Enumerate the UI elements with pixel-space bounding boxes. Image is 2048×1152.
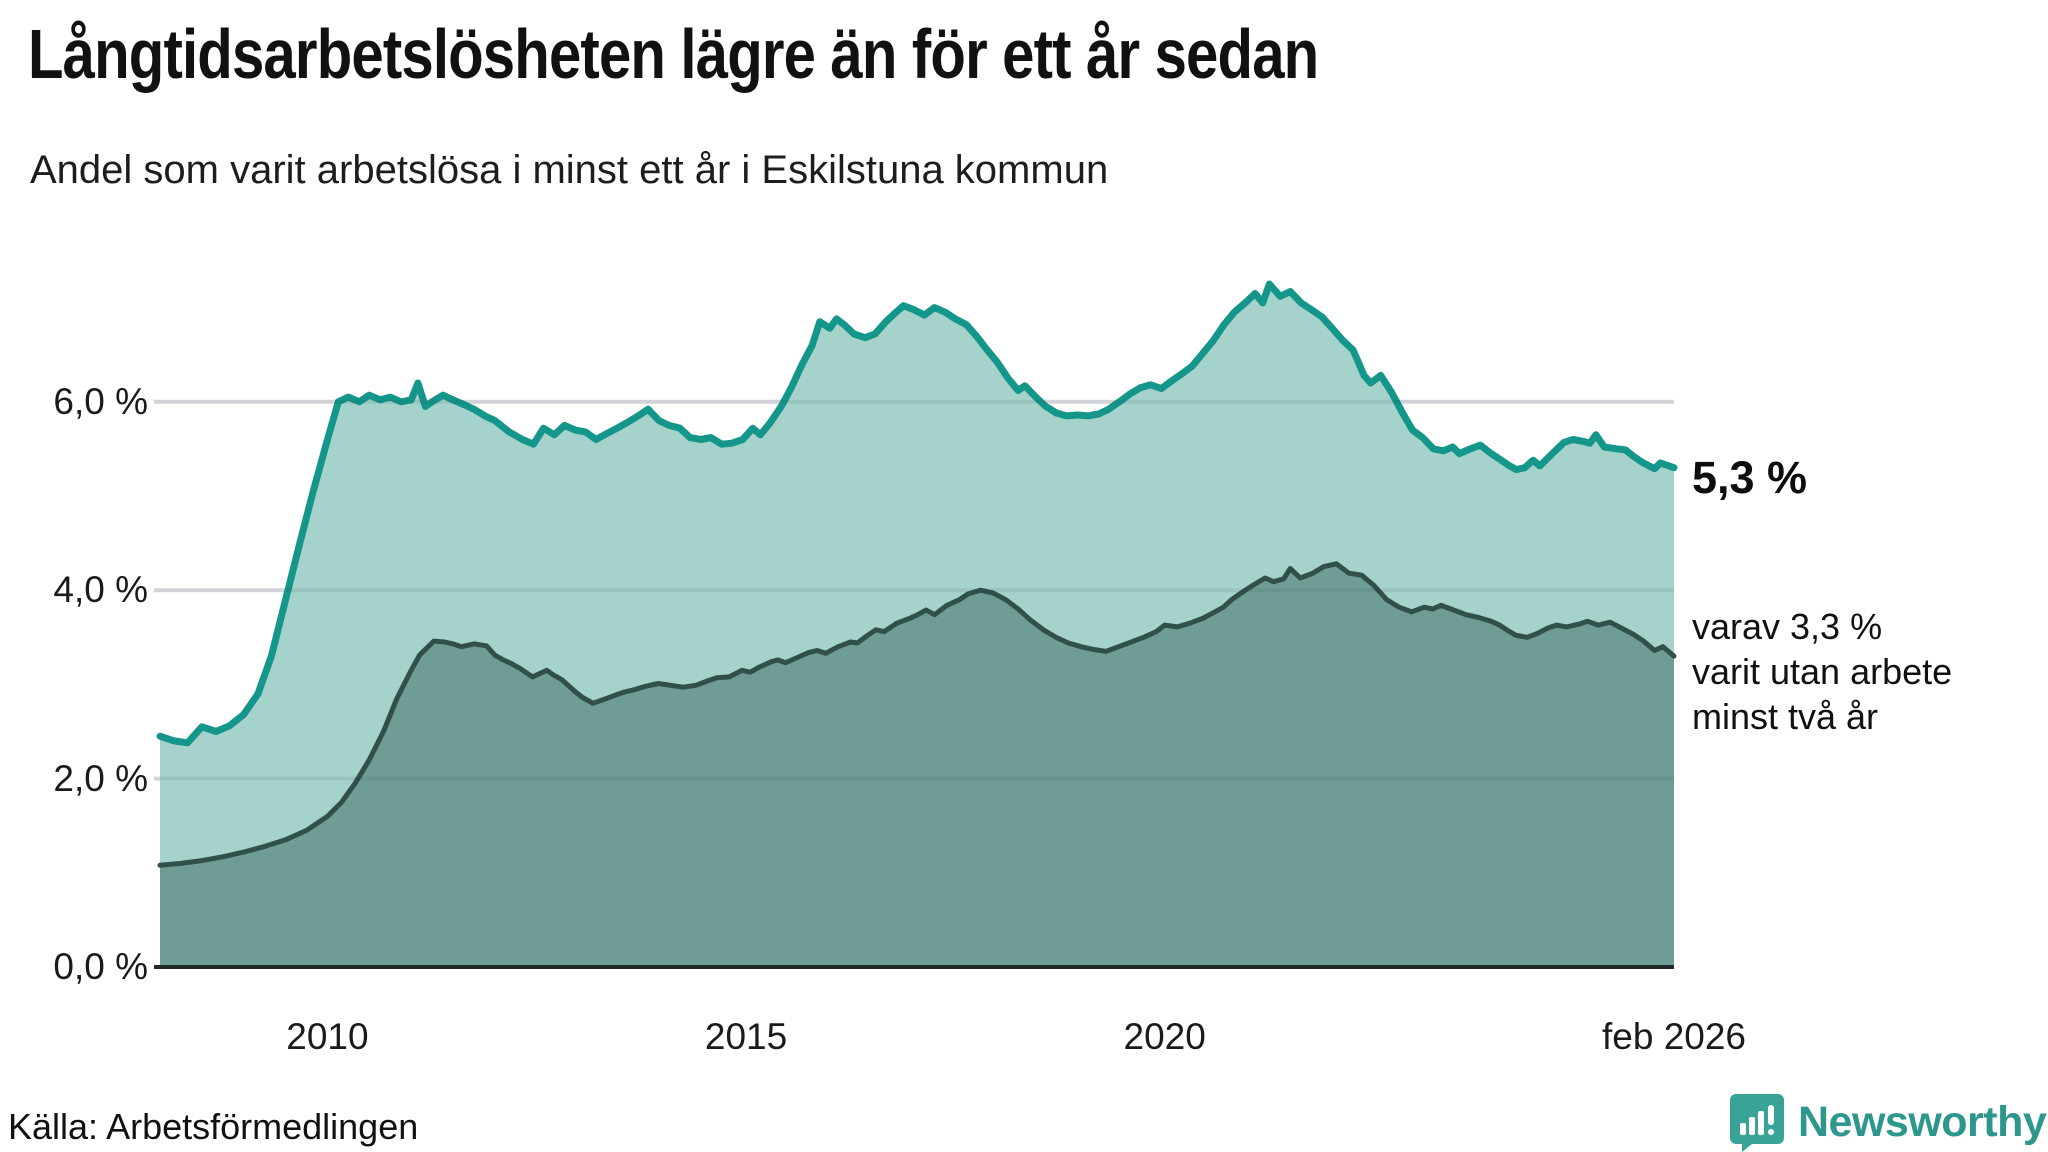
newsworthy-logo-icon — [1730, 1094, 1784, 1152]
y-tick-label-00: 0,0 % — [53, 946, 148, 987]
end-note-label-twoyear: varav 3,3 % varit utan arbete minst två … — [1692, 604, 1952, 739]
page-title: Långtidsarbetslösheten lägre än för ett … — [28, 15, 1319, 93]
newsworthy-wordmark: Newsworthy — [1798, 1097, 2047, 1146]
end-note-line3: minst två år — [1692, 696, 1879, 737]
newsworthy-brand: Newsworthy — [1728, 1092, 2047, 1152]
y-tick-label-40: 4,0 % — [53, 569, 148, 611]
series-area-1 — [160, 563, 1674, 967]
page-subtitle: Andel som varit arbetslösa i minst ett å… — [30, 148, 1109, 192]
y-tick-label-20: 2,0 % — [53, 757, 148, 799]
x-tick-label-2010: 2010 — [286, 1016, 369, 1057]
end-value-label-total: 5,3 % — [1692, 452, 1808, 503]
y-tick-label-60: 6,0 % — [53, 380, 148, 422]
series-line-0 — [156, 280, 1678, 747]
x-tick-label-2015: 2015 — [704, 1016, 788, 1057]
end-note-line2: varit utan arbete — [1692, 651, 1953, 692]
end-note-line1: varav 3,3 % — [1692, 606, 1883, 647]
x-tick-label-feb2026: feb 2026 — [1601, 1016, 1747, 1057]
source-caption: Källa: Arbetsförmedlingen — [8, 1106, 419, 1147]
series-line-1 — [157, 561, 1677, 868]
x-tick-label-2020: 2020 — [1123, 1016, 1206, 1057]
